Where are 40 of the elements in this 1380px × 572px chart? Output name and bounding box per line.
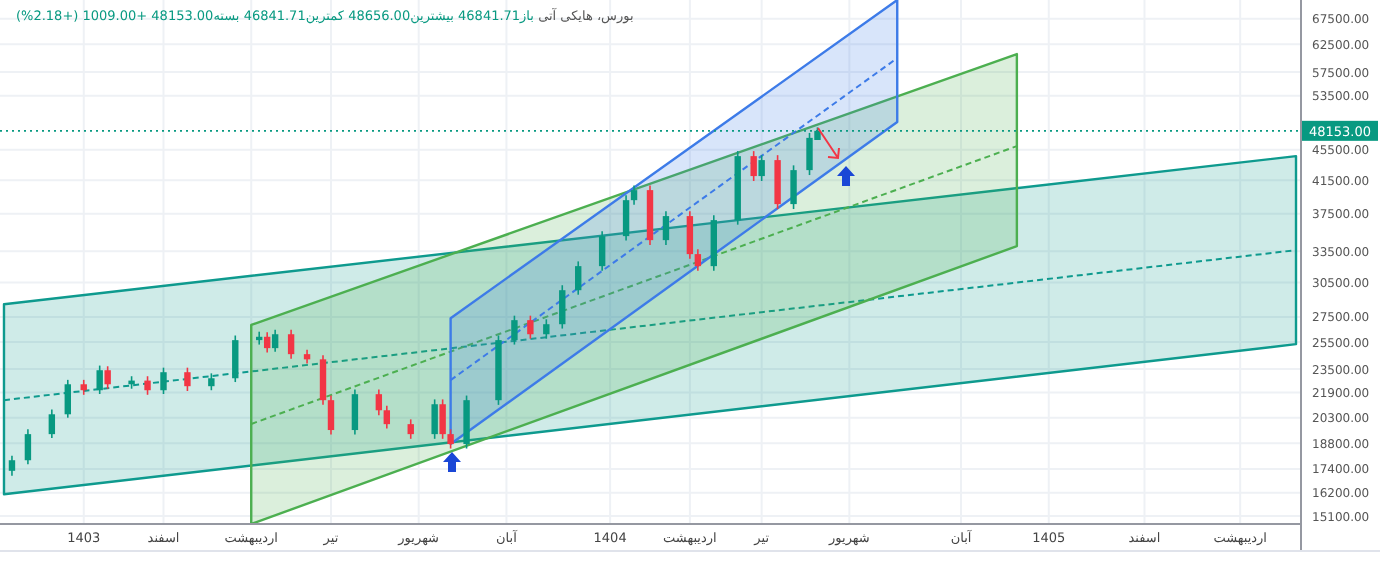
candlestick — [383, 404, 391, 430]
candlestick — [232, 334, 239, 383]
candlestick — [527, 314, 534, 340]
candlestick — [710, 214, 717, 272]
candlestick — [104, 365, 111, 390]
candlestick — [463, 394, 470, 450]
candlestick — [790, 164, 797, 210]
candlestick — [144, 375, 151, 396]
candlestick — [48, 408, 56, 439]
candlestick — [622, 194, 630, 242]
candlestick — [630, 184, 638, 206]
candlestick — [271, 329, 279, 353]
candlestick — [8, 455, 16, 477]
candlestick — [598, 230, 606, 272]
candlestick — [407, 418, 414, 440]
candlestick — [64, 379, 71, 419]
candlestick — [375, 388, 383, 417]
candlestick — [694, 248, 702, 272]
candlestick — [327, 394, 335, 436]
candlestick — [263, 331, 271, 354]
candlestick — [750, 150, 757, 182]
candlestick — [575, 260, 582, 296]
candlestick — [806, 132, 813, 176]
candlestick — [447, 428, 454, 450]
candlestick — [758, 154, 765, 182]
candlestick — [184, 366, 191, 392]
candlestick — [774, 154, 781, 210]
candlestick — [160, 366, 167, 395]
candlestick — [511, 314, 518, 346]
candlestick — [24, 428, 32, 465]
candlestick — [543, 318, 550, 340]
candlestick — [431, 398, 438, 440]
candlestick — [559, 284, 566, 330]
candlestick — [662, 210, 670, 246]
candlestick — [439, 398, 446, 440]
candlestick — [287, 329, 295, 360]
candlestick — [96, 364, 103, 395]
candlestick — [351, 388, 359, 436]
candlestick — [686, 210, 694, 260]
candlestick — [319, 354, 327, 406]
